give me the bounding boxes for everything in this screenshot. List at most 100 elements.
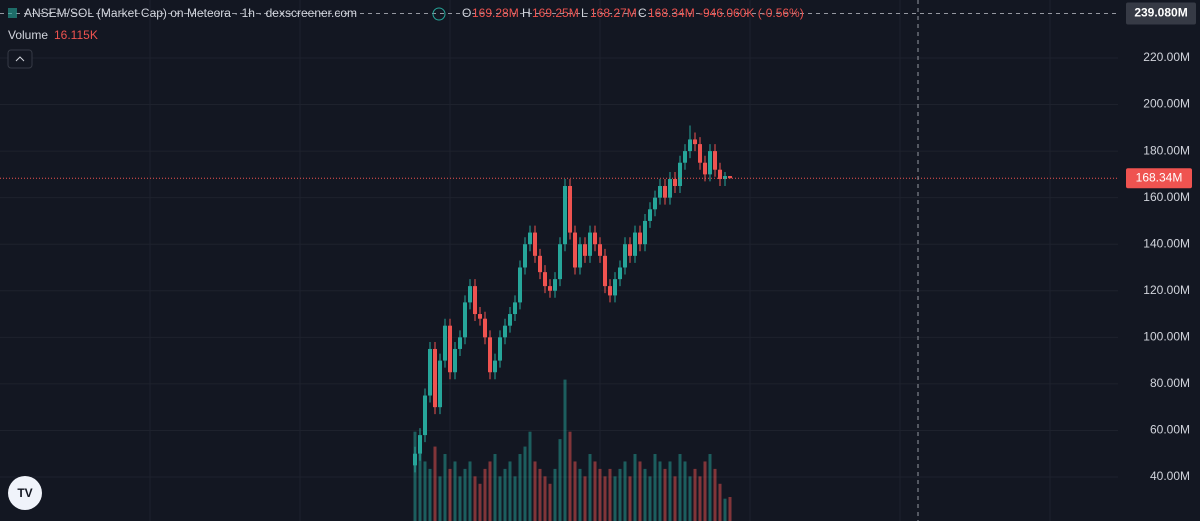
candle-body xyxy=(608,286,612,296)
volume-bar xyxy=(488,461,492,521)
candle-body xyxy=(468,286,472,303)
volume-bar xyxy=(543,476,547,521)
volume-bar xyxy=(633,454,637,521)
candle-body xyxy=(508,314,512,326)
candle-body xyxy=(693,139,697,145)
volume-bar xyxy=(413,431,417,521)
candle-body xyxy=(473,286,477,315)
volume-bar xyxy=(558,439,562,521)
candle-body xyxy=(728,176,732,179)
y-tick-label: 40.00M xyxy=(1150,469,1190,483)
volume-bar xyxy=(533,461,537,521)
candle-body xyxy=(713,151,717,170)
volume-bar xyxy=(618,468,622,521)
volume-bar xyxy=(433,446,437,521)
volume-bar xyxy=(443,454,447,521)
volume-bar xyxy=(628,476,632,521)
volume-bar xyxy=(423,461,427,521)
y-tick-label: 140.00M xyxy=(1143,236,1190,250)
candle-body xyxy=(578,244,582,268)
candle-body xyxy=(418,435,422,454)
candle-body xyxy=(623,244,627,268)
volume-bar xyxy=(498,476,502,521)
candle-body xyxy=(618,267,622,280)
candle-body xyxy=(528,232,532,245)
volume-value: 16.115K xyxy=(54,28,98,42)
volume-bar xyxy=(598,468,602,521)
candle-body xyxy=(643,220,647,245)
axis: 40.00M 60.00M 80.00M 100.00M 120.00M 140.00M 1… xyxy=(1126,2,1196,483)
volume-title: Volume xyxy=(8,28,48,42)
volume-bar xyxy=(708,454,712,521)
candle-body xyxy=(593,232,597,245)
volume-bar xyxy=(723,498,727,521)
volume-bar xyxy=(593,461,597,521)
candle-body xyxy=(723,176,727,180)
volume-bar xyxy=(643,468,647,521)
volume-bar xyxy=(653,454,657,521)
candle-body xyxy=(553,279,557,291)
candle-body xyxy=(698,144,702,163)
legend-value: 169.25M xyxy=(532,6,579,20)
legend-key: L xyxy=(581,6,588,20)
volume-bar xyxy=(438,476,442,521)
volume-bar xyxy=(698,476,702,521)
candle-body xyxy=(563,186,567,245)
last-price-box xyxy=(1126,168,1192,189)
logo[interactable] xyxy=(8,476,42,510)
volume-bar xyxy=(563,379,567,521)
candle-body xyxy=(598,244,602,256)
chart-title: ANSEM/SOL (Market Cap) on Meteora · 1h ·… xyxy=(24,6,357,20)
legend-value: 168.34M xyxy=(648,6,695,20)
collapse-button[interactable] xyxy=(7,49,33,69)
candle-body xyxy=(708,151,712,175)
y-tick-label: 60.00M xyxy=(1150,423,1190,437)
volume-bar xyxy=(718,483,722,521)
volume-bar xyxy=(703,461,707,521)
volume-bar xyxy=(478,483,482,521)
candle-body xyxy=(703,162,707,175)
legend-key: H xyxy=(522,6,531,20)
volume-bar xyxy=(468,461,472,521)
volume-bar xyxy=(418,454,422,521)
candle-body xyxy=(453,348,457,373)
candle-body xyxy=(518,267,522,303)
candle-body xyxy=(483,318,487,338)
candle-body xyxy=(573,232,577,268)
volume-bar xyxy=(683,461,687,521)
header: ANSEM/SOL (Market Cap) on Meteora · 1h ·… xyxy=(7,6,804,510)
y-tick-label: 180.00M xyxy=(1143,143,1190,157)
volume-bar xyxy=(513,476,517,521)
volume-bar xyxy=(493,454,497,521)
volume-bar xyxy=(693,468,697,521)
candle-body xyxy=(478,314,482,319)
volume-bar xyxy=(668,461,672,521)
volume-bar xyxy=(638,461,642,521)
candle-body xyxy=(628,244,632,256)
candle-body xyxy=(638,232,642,245)
legend-value: 169.28M xyxy=(472,6,519,20)
candle-body xyxy=(428,348,432,396)
candle-body xyxy=(558,244,562,280)
volume-bar xyxy=(518,454,522,521)
candle-body xyxy=(413,453,417,466)
volume-bar xyxy=(458,476,462,521)
candle-body xyxy=(663,186,667,198)
candle-body xyxy=(533,232,537,256)
candle-body xyxy=(568,186,572,233)
volume-bar xyxy=(623,461,627,521)
candle-body xyxy=(683,151,687,163)
candle-body xyxy=(653,197,657,210)
candle-body xyxy=(423,395,427,436)
candle-body xyxy=(583,244,587,256)
volume-bar xyxy=(508,461,512,521)
volume-bar xyxy=(463,468,467,521)
volume-bar xyxy=(578,468,582,521)
volume-bar xyxy=(553,468,557,521)
collapse-icon xyxy=(15,56,25,62)
candle-body xyxy=(588,232,592,256)
volume-bar xyxy=(673,476,677,521)
volume-bar xyxy=(528,431,532,521)
candle-body xyxy=(633,232,637,256)
